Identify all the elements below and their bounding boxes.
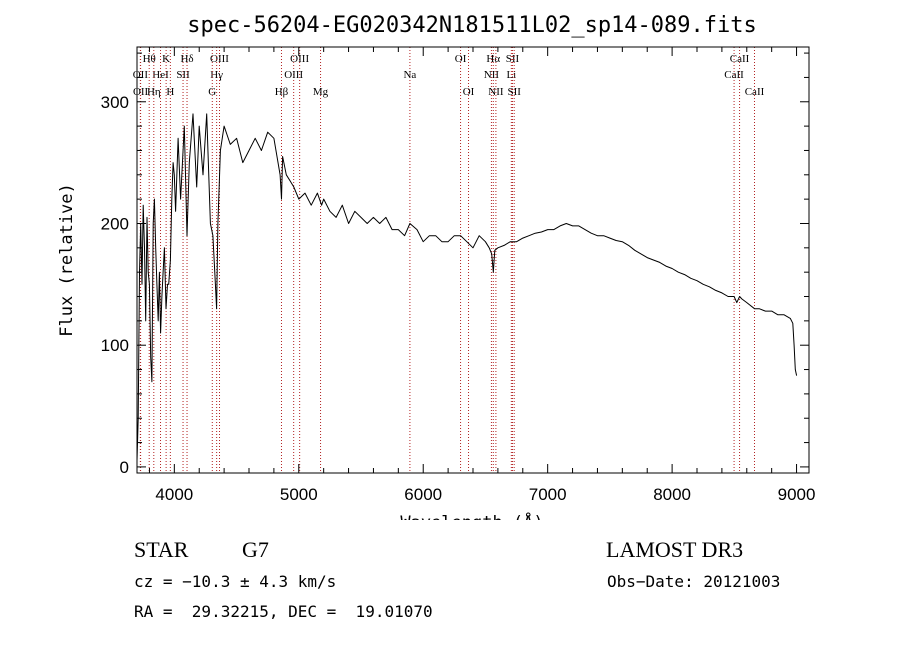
redshift-info: cz = −10.3 ± 4.3 km/s	[134, 572, 337, 591]
spectral-line-label: Hγ	[210, 69, 223, 81]
x-tick-label: 4000	[155, 485, 193, 504]
spectrum-chart: spec-56204-EG020342N181511L02_sp14-089.f…	[57, 13, 816, 520]
spectral-line-label: Hη	[147, 86, 161, 98]
spectral-line-label: OI	[455, 53, 467, 65]
spectral-line-label: Na	[403, 69, 416, 81]
x-tick-label: 8000	[653, 485, 691, 504]
spectral-line-label: Hβ	[275, 86, 289, 98]
spectral-line-label: Mg	[313, 86, 329, 98]
y-tick-label: 0	[120, 458, 129, 477]
spectral-line-label: Hα	[486, 53, 500, 65]
spectral-line-label: CaII	[724, 69, 744, 81]
x-tick-label: 5000	[280, 485, 318, 504]
spectral-line-label: K	[162, 53, 170, 65]
x-axis: 4000 5000 6000 7000 8000 9000	[148, 47, 816, 504]
spectrum-line	[136, 113, 798, 461]
y-tick-label: 200	[101, 214, 129, 233]
x-tick-label: 9000	[778, 485, 816, 504]
spectral-line-label: OI	[463, 86, 475, 98]
spectral-line-label: Hδ	[180, 53, 193, 65]
x-tick-label: 7000	[529, 485, 567, 504]
spectral-line-label: G	[208, 86, 216, 98]
spectral-line-label: Hθ	[143, 53, 156, 65]
survey-name: LAMOST DR3	[606, 537, 744, 562]
spectral-line-label: HeI	[152, 69, 169, 81]
y-tick-label: 300	[101, 93, 129, 112]
spectral-line-label: SII	[506, 53, 520, 65]
chart-title: spec-56204-EG020342N181511L02_sp14-089.f…	[187, 13, 757, 38]
coordinates: RA = 29.32215, DEC = 19.01070	[134, 602, 433, 621]
spectral-line-label: SII	[507, 86, 521, 98]
y-axis: 0 100 200 300	[101, 52, 809, 477]
y-tick-label: 100	[101, 336, 129, 355]
spectral-line-label: OIII	[290, 53, 309, 65]
spectral-line-label: Li	[506, 69, 516, 81]
spectral-line-label: NII	[488, 86, 504, 98]
spectral-line-label: NII	[484, 69, 500, 81]
spectral-line-label: H	[166, 86, 174, 98]
plot-frame	[136, 46, 810, 474]
spectral-line-label: OIII	[210, 53, 229, 65]
obs-date: Obs−Date: 20121003	[607, 572, 781, 591]
object-class: STAR	[134, 537, 189, 562]
spectral-line-label: OIII	[284, 69, 303, 81]
spectral-line-label: SII	[176, 69, 190, 81]
spectrum-series	[136, 113, 798, 461]
object-subclass: G7	[242, 537, 269, 562]
y-axis-label: Flux (relative)	[57, 183, 77, 337]
x-axis-label: Wavelength (Å)	[400, 511, 543, 520]
x-tick-label: 6000	[404, 485, 442, 504]
spectral-line-label: CaII	[730, 53, 750, 65]
spectral-line-label: CaII	[745, 86, 765, 98]
